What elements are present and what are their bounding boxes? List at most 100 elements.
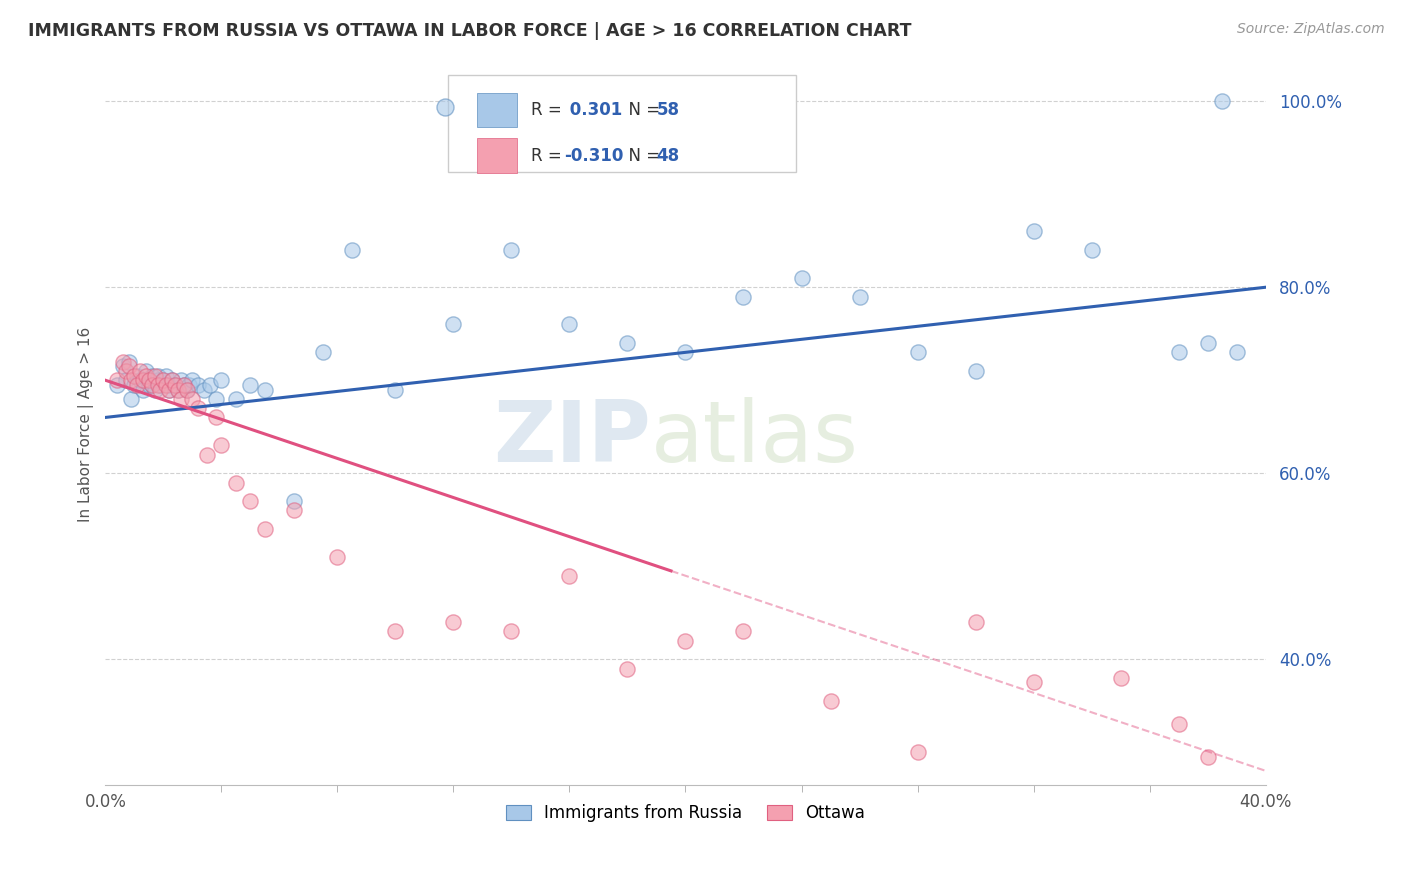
Point — [149, 377, 172, 392]
Point — [146, 377, 169, 392]
Point — [187, 401, 209, 416]
Point — [132, 373, 155, 387]
Text: 48: 48 — [657, 146, 679, 165]
Point — [129, 364, 152, 378]
Point — [253, 522, 276, 536]
Point — [121, 392, 143, 406]
Point — [143, 368, 166, 383]
Point — [155, 377, 177, 392]
Point — [138, 377, 160, 392]
Point — [173, 377, 195, 392]
Point — [179, 377, 201, 392]
Point — [181, 373, 204, 387]
Point — [225, 392, 247, 406]
Point — [283, 503, 305, 517]
FancyBboxPatch shape — [447, 75, 796, 172]
Point — [160, 373, 183, 387]
Point — [141, 368, 163, 383]
Bar — [477, 138, 517, 173]
Text: IMMIGRANTS FROM RUSSIA VS OTTAWA IN LABOR FORCE | AGE > 16 CORRELATION CHART: IMMIGRANTS FROM RUSSIA VS OTTAWA IN LABO… — [28, 22, 911, 40]
Point — [117, 354, 139, 368]
Point — [138, 373, 160, 387]
Point — [1197, 750, 1219, 764]
Point — [253, 383, 276, 397]
Point — [209, 438, 232, 452]
Point — [204, 392, 226, 406]
Point — [283, 494, 305, 508]
Point — [181, 392, 204, 406]
Text: atlas: atlas — [651, 397, 859, 480]
Point — [443, 318, 465, 332]
Point — [124, 368, 146, 383]
Point — [616, 661, 638, 675]
Point — [138, 373, 160, 387]
Point — [204, 410, 226, 425]
Point — [225, 475, 247, 490]
Point — [1226, 345, 1249, 359]
Point — [157, 383, 180, 397]
Point — [326, 549, 349, 564]
Point — [170, 392, 193, 406]
Point — [152, 373, 174, 387]
Point — [176, 383, 198, 397]
Point — [149, 383, 172, 397]
Point — [733, 624, 755, 639]
Point — [239, 377, 262, 392]
Point — [965, 364, 987, 378]
Text: R =: R = — [531, 146, 567, 165]
Point — [616, 336, 638, 351]
Point — [501, 624, 523, 639]
Point — [167, 383, 190, 397]
Point — [384, 383, 406, 397]
Point — [1167, 345, 1189, 359]
Point — [117, 359, 139, 374]
Point — [312, 345, 335, 359]
Text: N =: N = — [619, 101, 665, 120]
Point — [187, 377, 209, 392]
Point — [558, 318, 581, 332]
Point — [443, 615, 465, 629]
Text: 58: 58 — [657, 101, 679, 120]
Point — [157, 383, 180, 397]
Point — [675, 345, 697, 359]
Point — [127, 368, 149, 383]
Point — [733, 289, 755, 303]
Point — [848, 289, 870, 303]
Point — [152, 373, 174, 387]
Point — [132, 383, 155, 397]
Point — [1022, 224, 1045, 238]
Point — [558, 568, 581, 582]
Point — [124, 377, 146, 392]
Point — [198, 377, 221, 392]
Point — [820, 694, 842, 708]
Point — [195, 448, 218, 462]
Text: ZIP: ZIP — [494, 397, 651, 480]
Text: -0.310: -0.310 — [564, 146, 623, 165]
Point — [1080, 243, 1102, 257]
Point — [127, 377, 149, 392]
Point — [1197, 336, 1219, 351]
Point — [143, 383, 166, 397]
Point — [965, 615, 987, 629]
Point — [170, 373, 193, 387]
Text: R =: R = — [531, 101, 567, 120]
Point — [1022, 675, 1045, 690]
Point — [675, 633, 697, 648]
Point — [340, 243, 363, 257]
Point — [163, 377, 186, 392]
Point — [105, 373, 128, 387]
Point — [111, 359, 134, 374]
Point — [173, 377, 195, 392]
Point — [135, 364, 157, 378]
Point — [907, 745, 929, 759]
Point — [141, 377, 163, 392]
Point — [135, 368, 157, 383]
Point — [160, 373, 183, 387]
Point — [141, 377, 163, 392]
Point — [209, 373, 232, 387]
Y-axis label: In Labor Force | Age > 16: In Labor Force | Age > 16 — [79, 326, 94, 522]
Point — [176, 383, 198, 397]
Point — [129, 373, 152, 387]
Point — [163, 377, 186, 392]
Point — [167, 383, 190, 397]
